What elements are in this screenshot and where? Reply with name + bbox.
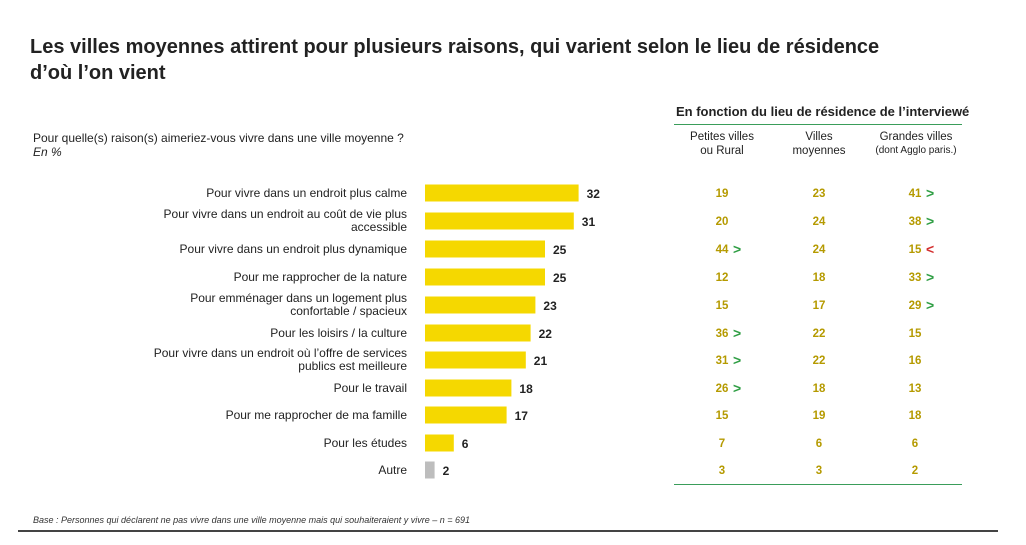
category-label-cont: confortable / spacieux — [290, 304, 407, 318]
bar — [425, 184, 579, 202]
column-header-line-2: (dont Agglo paris.) — [875, 145, 957, 156]
bar — [425, 434, 454, 452]
breakdown-value: 6 — [912, 438, 918, 450]
bar — [425, 296, 536, 314]
breakdown-value: 17 — [813, 300, 826, 312]
breakdown-value: 19 — [813, 410, 826, 422]
breakdown-value: 22 — [813, 355, 826, 367]
significance-up-icon: > — [926, 213, 934, 229]
bar-value-label: 25 — [553, 243, 567, 257]
bar-value-label: 32 — [587, 187, 601, 201]
category-label: Pour le travail — [334, 381, 407, 395]
breakdown-value: 3 — [719, 465, 725, 477]
bar-value-label: 18 — [519, 382, 533, 396]
bar-value-label: 2 — [443, 464, 450, 478]
category-label: Pour les études — [324, 436, 407, 450]
breakdown-value: 26 — [716, 383, 729, 395]
breakdown-value: 29 — [909, 300, 922, 312]
category-label: Pour me rapprocher de ma famille — [226, 408, 408, 422]
category-label: Pour vivre dans un endroit plus calme — [206, 186, 407, 200]
breakdown-header-rule — [674, 124, 962, 125]
bar — [425, 212, 574, 230]
bar — [425, 240, 545, 258]
bar-value-label: 6 — [462, 437, 469, 451]
bottom-rule — [18, 530, 998, 532]
bar-value-label: 21 — [534, 354, 548, 368]
column-header-medium-towns: Villes moyennes — [764, 130, 874, 158]
breakdown-value: 33 — [909, 272, 922, 284]
breakdown-value: 24 — [813, 216, 826, 228]
category-label: Pour les loisirs / la culture — [270, 326, 407, 340]
column-header-line-1: Villes — [805, 131, 833, 143]
breakdown-value: 31 — [716, 355, 729, 367]
breakdown-value: 24 — [813, 244, 826, 256]
category-label: Pour me rapprocher de la nature — [234, 270, 408, 284]
breakdown-value: 7 — [719, 438, 725, 450]
breakdown-value: 15 — [716, 300, 729, 312]
breakdown-value: 18 — [813, 272, 826, 284]
chart-title: Les villes moyennes attirent pour plusie… — [30, 34, 990, 86]
breakdown-value: 38 — [909, 216, 922, 228]
breakdown-value: 18 — [813, 383, 826, 395]
bar-value-label: 25 — [553, 271, 567, 285]
breakdown-header: En fonction du lieu de résidence de l’in… — [676, 104, 970, 119]
breakdown-value: 18 — [909, 410, 922, 422]
chart-title-line-2: d’où l’on vient — [30, 62, 166, 84]
column-header-small-towns: Petites villes ou Rural — [667, 130, 777, 158]
significance-down-icon: < — [926, 241, 934, 257]
breakdown-value: 6 — [816, 438, 822, 450]
significance-up-icon: > — [733, 325, 741, 341]
category-label-cont: publics est meilleure — [298, 359, 407, 373]
significance-up-icon: > — [733, 352, 741, 368]
breakdown-value: 19 — [716, 188, 729, 200]
category-label: Autre — [378, 463, 407, 477]
breakdown-value: 20 — [716, 216, 729, 228]
significance-up-icon: > — [733, 241, 741, 257]
breakdown-value: 44 — [716, 244, 729, 256]
bar-value-label: 17 — [515, 409, 529, 423]
column-header-line-2: moyennes — [792, 145, 846, 157]
breakdown-value: 3 — [816, 465, 822, 477]
bar — [425, 351, 526, 369]
breakdown-value: 23 — [813, 188, 826, 200]
bar — [425, 461, 435, 479]
table-bottom-rule — [674, 484, 962, 485]
column-header-large-towns: Grandes villes (dont Agglo paris.) — [861, 130, 971, 158]
breakdown-value: 2 — [912, 465, 918, 477]
category-label: Pour emménager dans un logement plus — [190, 291, 407, 305]
bar — [425, 324, 531, 342]
breakdown-value: 36 — [716, 328, 729, 340]
column-header-line-1: Petites villes — [690, 131, 754, 143]
breakdown-value: 22 — [813, 328, 826, 340]
unit-label: En % — [33, 145, 62, 159]
survey-question: Pour quelle(s) raison(s) aimeriez-vous v… — [33, 131, 404, 145]
chart-title-line-1: Les villes moyennes attirent pour plusie… — [30, 36, 880, 58]
category-label: Pour vivre dans un endroit au coût de vi… — [164, 207, 407, 221]
bar — [425, 406, 507, 424]
significance-up-icon: > — [926, 297, 934, 313]
significance-up-icon: > — [926, 269, 934, 285]
bar-value-label: 22 — [539, 327, 553, 341]
category-label: Pour vivre dans un endroit plus dynamiqu… — [180, 242, 408, 256]
bar — [425, 379, 512, 397]
breakdown-value: 12 — [716, 272, 729, 284]
footnote-base: Base : Personnes qui déclarent ne pas vi… — [33, 515, 471, 525]
category-label-cont: accessible — [351, 220, 407, 234]
breakdown-value: 15 — [909, 244, 922, 256]
category-label: Pour vivre dans un endroit où l’offre de… — [154, 346, 407, 360]
bar-value-label: 23 — [543, 299, 557, 313]
breakdown-value: 13 — [909, 383, 922, 395]
breakdown-value: 15 — [909, 328, 922, 340]
bar-value-label: 31 — [582, 215, 596, 229]
column-header-line-1: Grandes villes — [879, 131, 953, 143]
breakdown-value: 15 — [716, 410, 729, 422]
breakdown-value: 16 — [909, 355, 922, 367]
bar — [425, 268, 545, 286]
significance-up-icon: > — [926, 185, 934, 201]
significance-up-icon: > — [733, 380, 741, 396]
breakdown-value: 41 — [909, 188, 922, 200]
column-header-line-2: ou Rural — [700, 145, 744, 157]
